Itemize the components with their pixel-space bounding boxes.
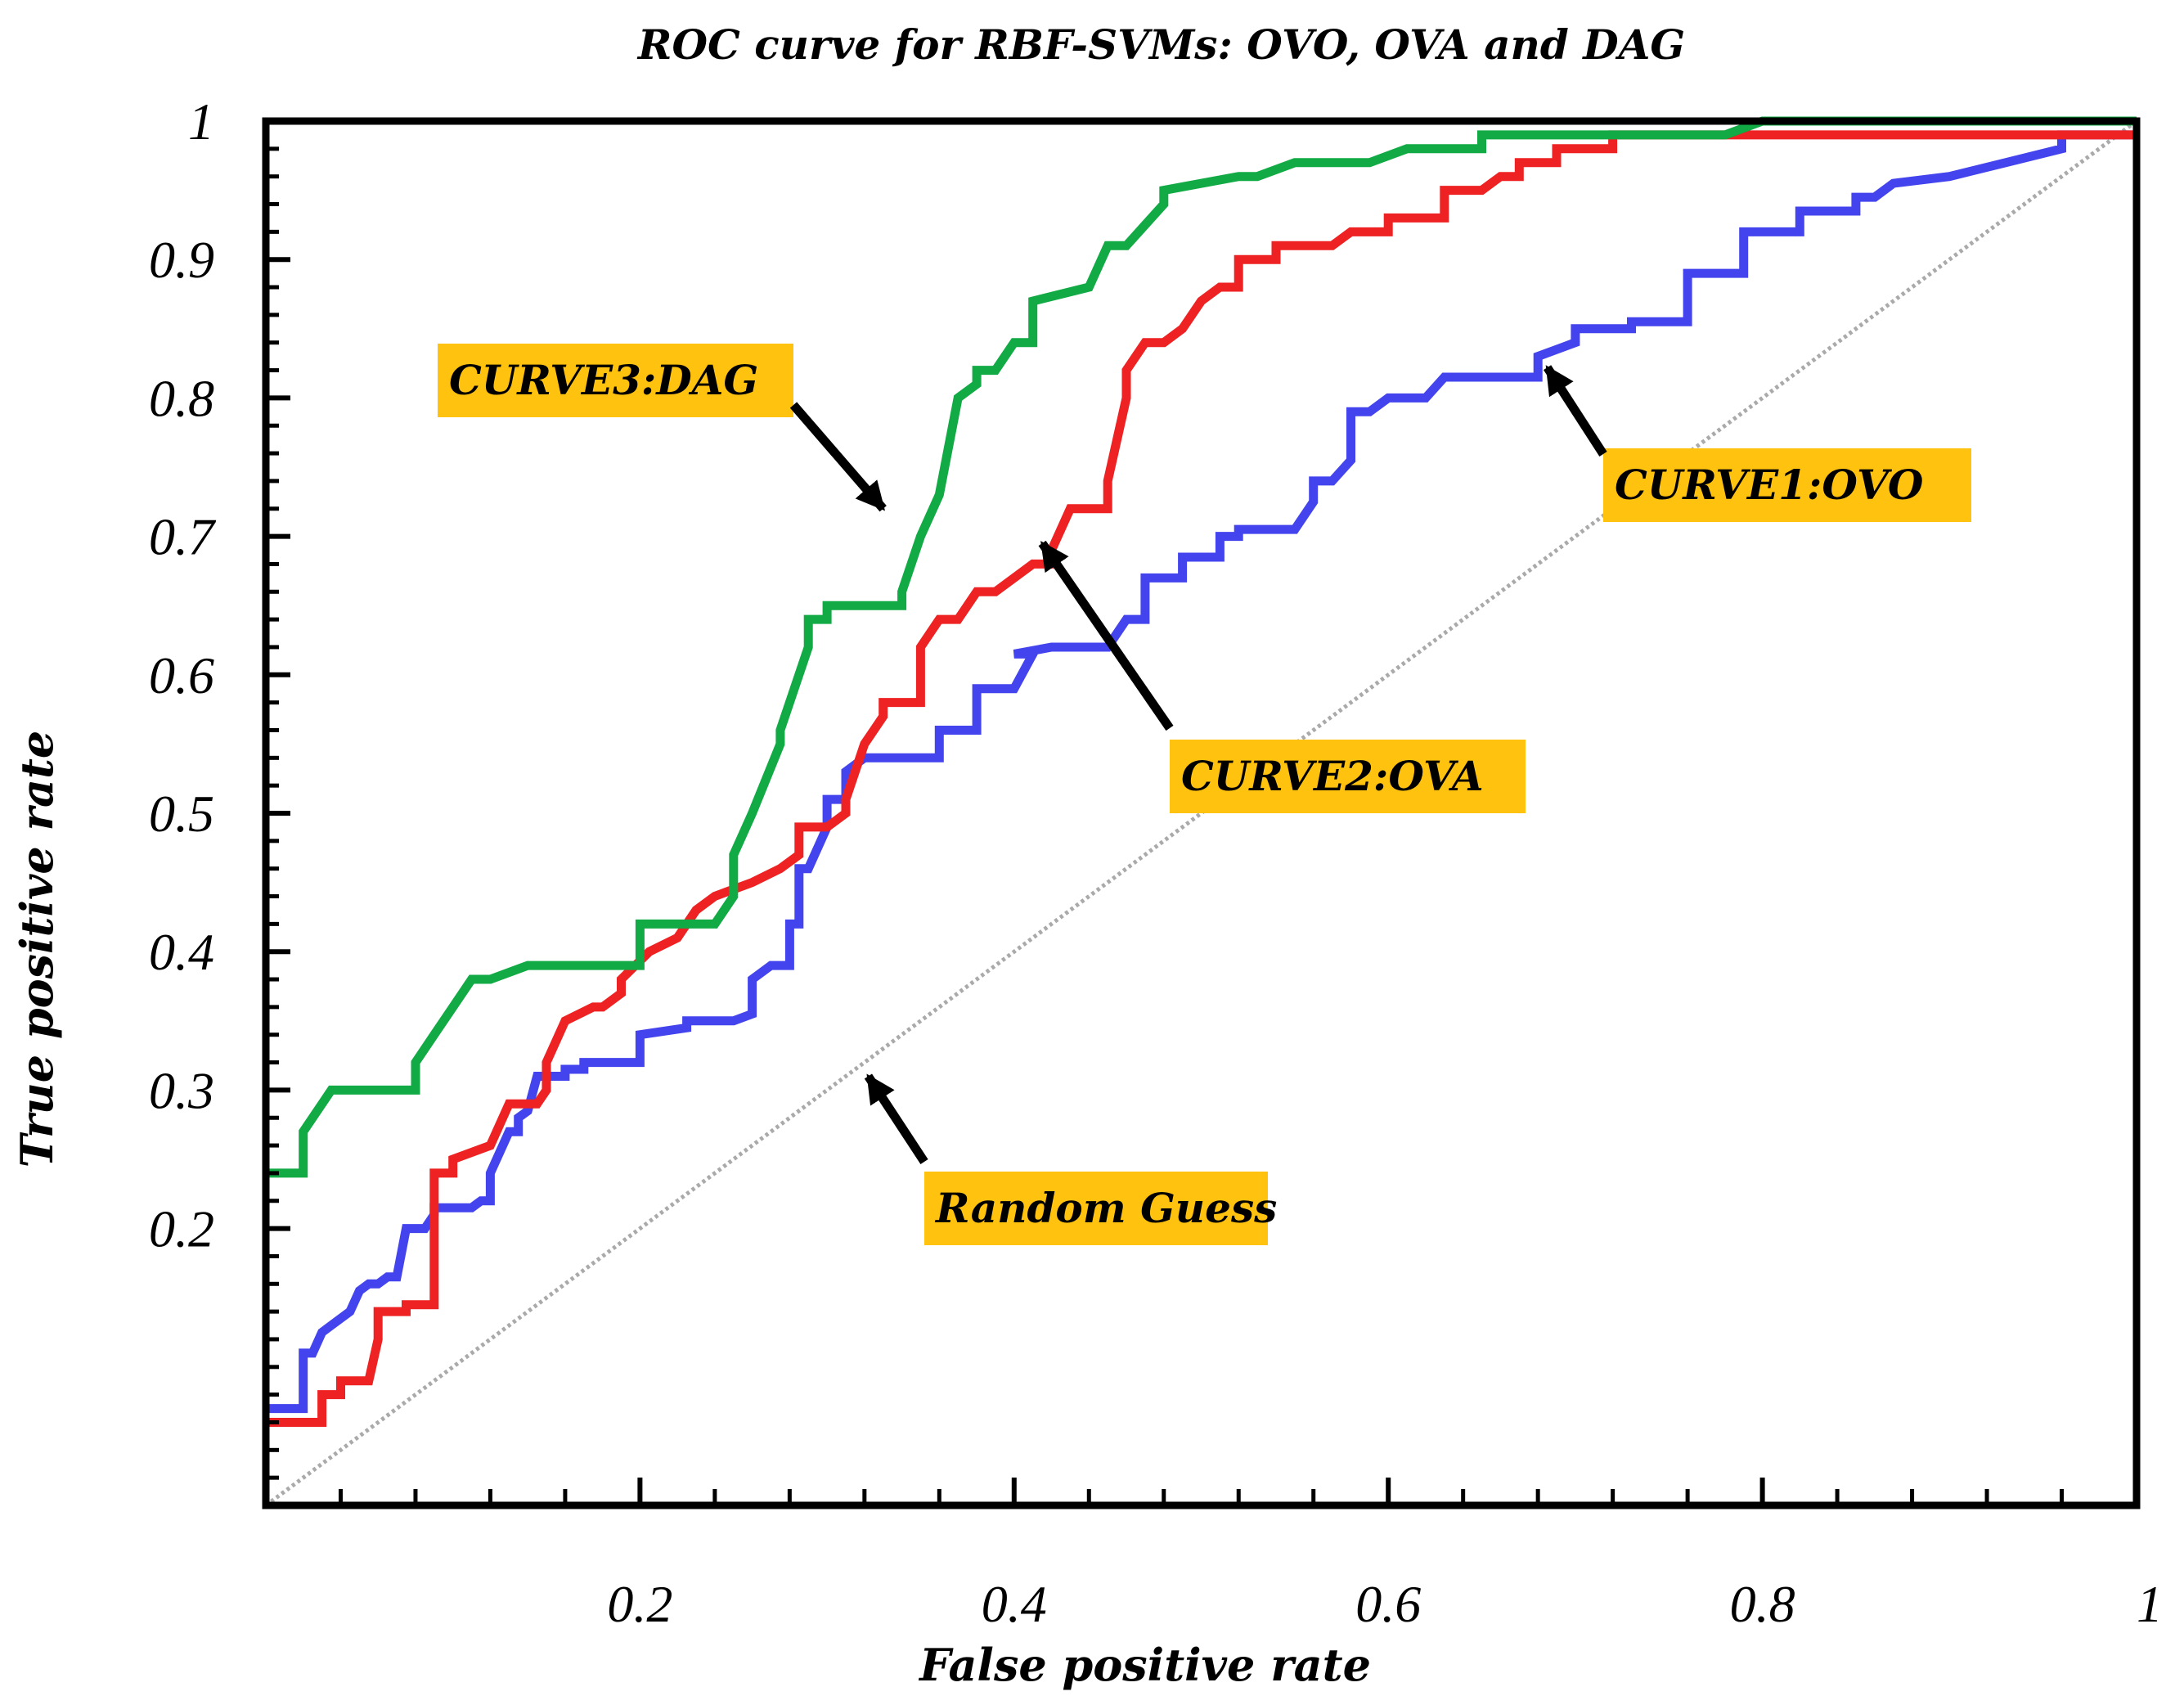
x-tick-label: 1	[2137, 1575, 2163, 1633]
annotation-arrow-dag	[789, 402, 887, 512]
annotation-arrow-ovo	[1543, 365, 1607, 457]
annotation-arrow-random	[864, 1073, 928, 1165]
annotation-text-ova: CURVE2:OVA	[1181, 752, 1484, 800]
y-tick-label: 1	[188, 92, 214, 151]
annotation-layer: CURVE3:DAG CURVE1:OVO CURVE2:OVA Random Gue…	[438, 344, 1971, 1245]
annotation-box-ovo	[1603, 448, 1971, 522]
y-tick-label: 0.4	[149, 923, 214, 981]
chart-title: ROC curve for RBF-SVMs: OVO, OVA and DAG	[636, 20, 1685, 69]
y-tick-label: 0.8	[149, 369, 214, 427]
series-layer	[264, 116, 2138, 1508]
x-tick-label: 0.4	[982, 1575, 1047, 1633]
y-tick-label: 0.6	[149, 646, 214, 704]
y-tick-label: 0.3	[149, 1061, 214, 1119]
x-axis-label: False positive rate	[918, 1639, 1371, 1691]
annotation-box-dag	[438, 344, 793, 417]
y-tick-label: 0.7	[149, 508, 217, 566]
annotation-arrow-ova	[1038, 540, 1174, 731]
annotation-box-random	[924, 1172, 1268, 1245]
annotation-text-random: Random Guess	[934, 1184, 1277, 1232]
series-line-curve1-ovo	[266, 130, 2137, 1414]
series-line-curve2-ova	[266, 130, 2137, 1427]
annotation-text-ovo: CURVE1:OVO	[1615, 461, 1924, 509]
series-line-curve3-dag	[266, 116, 2137, 1178]
series-line-random-guess	[264, 119, 2138, 1508]
y-tick-label: 0.2	[149, 1200, 214, 1258]
annotation-box-ova	[1170, 740, 1526, 813]
x-tick-label: 0.2	[607, 1575, 672, 1633]
y-axis-label: True positive rate	[11, 731, 63, 1168]
y-tick-label: 0.9	[149, 231, 214, 289]
tick-layer	[266, 119, 2139, 1505]
annotation-text-dag: CURVE3:DAG	[449, 356, 758, 404]
x-tick-label: 0.8	[1730, 1575, 1795, 1633]
tick-label-layer: 0.2 0.4 0.6 0.8 1 0.2 0.3 0.4 0.5 0.6 0.7 0.8 0.9 1	[149, 92, 2163, 1633]
y-tick-label: 0.5	[149, 785, 214, 843]
x-tick-label: 0.6	[1355, 1575, 1421, 1633]
